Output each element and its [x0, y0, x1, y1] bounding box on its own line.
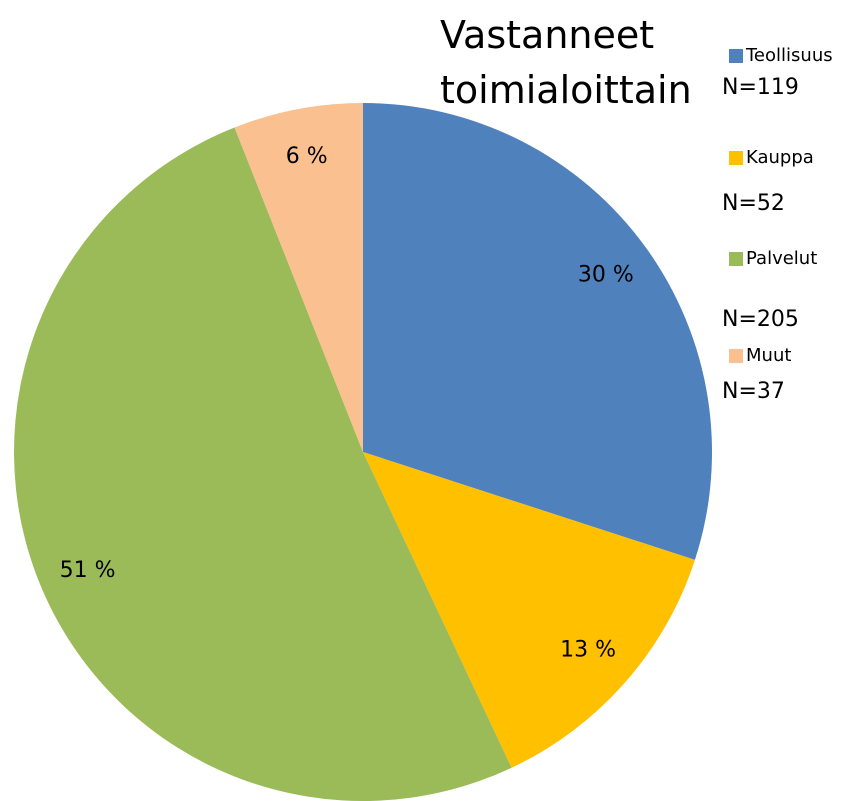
data-label: 51 % — [60, 558, 116, 583]
legend-note: N=37 — [722, 379, 785, 404]
legend-swatch — [729, 252, 743, 266]
legend-note: N=205 — [722, 307, 799, 332]
legend-label: Muut — [746, 345, 791, 366]
legend-label: Kauppa — [746, 147, 814, 168]
chart-title: Vastanneet toimialoittain — [440, 13, 692, 112]
pie-slice — [234, 103, 363, 452]
legend-swatch — [729, 151, 743, 165]
data-label: 13 % — [560, 637, 616, 662]
pie-slice — [14, 127, 512, 801]
data-label: 30 % — [578, 263, 634, 288]
pie-slice — [363, 452, 695, 768]
legend-label: Teollisuus — [745, 45, 833, 66]
data-label: 6 % — [286, 144, 328, 169]
legend-swatch — [729, 349, 743, 363]
legend-note: N=52 — [722, 191, 785, 216]
legend-label: Palvelut — [746, 248, 817, 269]
legend-swatch — [729, 49, 743, 63]
legend-note: N=119 — [722, 75, 799, 100]
pie-slice — [363, 103, 712, 560]
